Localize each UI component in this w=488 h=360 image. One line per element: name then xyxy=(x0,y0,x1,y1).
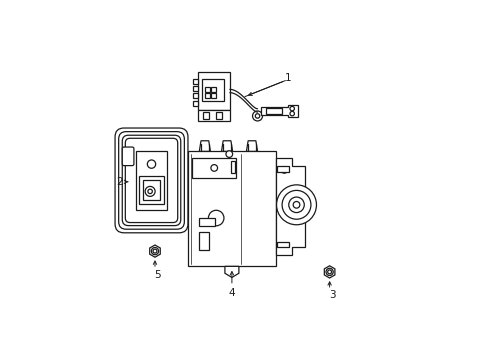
Circle shape xyxy=(327,270,331,274)
FancyBboxPatch shape xyxy=(122,147,134,166)
Bar xyxy=(216,112,221,120)
Text: 5: 5 xyxy=(154,270,161,280)
Bar xyxy=(266,108,281,114)
Bar xyxy=(198,72,229,110)
Polygon shape xyxy=(149,245,160,257)
Circle shape xyxy=(282,190,310,219)
Bar xyxy=(211,87,216,92)
Bar xyxy=(143,180,160,200)
Bar xyxy=(188,151,275,266)
Circle shape xyxy=(255,114,259,118)
Circle shape xyxy=(151,247,158,255)
Circle shape xyxy=(210,165,217,171)
Bar xyxy=(136,151,166,210)
Polygon shape xyxy=(224,266,239,278)
FancyBboxPatch shape xyxy=(119,132,184,229)
Text: 3: 3 xyxy=(328,291,335,301)
Bar xyxy=(139,176,164,204)
Bar xyxy=(202,79,224,102)
Bar xyxy=(211,93,216,98)
Polygon shape xyxy=(246,141,257,151)
Bar xyxy=(199,218,214,226)
Circle shape xyxy=(225,151,232,157)
Bar xyxy=(193,86,198,91)
Text: 2: 2 xyxy=(116,177,123,187)
Circle shape xyxy=(252,111,262,121)
Circle shape xyxy=(153,249,157,253)
Circle shape xyxy=(325,268,332,275)
Polygon shape xyxy=(199,141,210,151)
Bar xyxy=(203,112,208,120)
Polygon shape xyxy=(260,105,298,117)
Bar xyxy=(193,100,198,105)
Bar xyxy=(193,79,198,84)
Circle shape xyxy=(276,185,316,225)
Bar xyxy=(193,93,198,98)
Circle shape xyxy=(147,160,155,168)
FancyBboxPatch shape xyxy=(115,128,187,233)
Circle shape xyxy=(289,111,294,116)
Polygon shape xyxy=(324,266,334,278)
Circle shape xyxy=(208,210,224,226)
Polygon shape xyxy=(275,158,304,255)
Bar xyxy=(204,87,209,92)
Bar xyxy=(198,110,229,121)
Polygon shape xyxy=(221,141,232,151)
Bar xyxy=(276,166,288,172)
Bar xyxy=(199,232,208,250)
Text: 1: 1 xyxy=(284,73,291,83)
Circle shape xyxy=(147,189,152,194)
Circle shape xyxy=(288,197,304,212)
Circle shape xyxy=(289,107,294,111)
Bar xyxy=(204,93,209,98)
Bar xyxy=(192,158,236,177)
FancyBboxPatch shape xyxy=(125,138,177,222)
Bar xyxy=(231,161,235,174)
Bar xyxy=(276,242,288,247)
Text: 4: 4 xyxy=(228,288,235,298)
Circle shape xyxy=(281,167,287,173)
Circle shape xyxy=(145,186,155,197)
FancyBboxPatch shape xyxy=(122,135,181,226)
Circle shape xyxy=(293,202,299,208)
